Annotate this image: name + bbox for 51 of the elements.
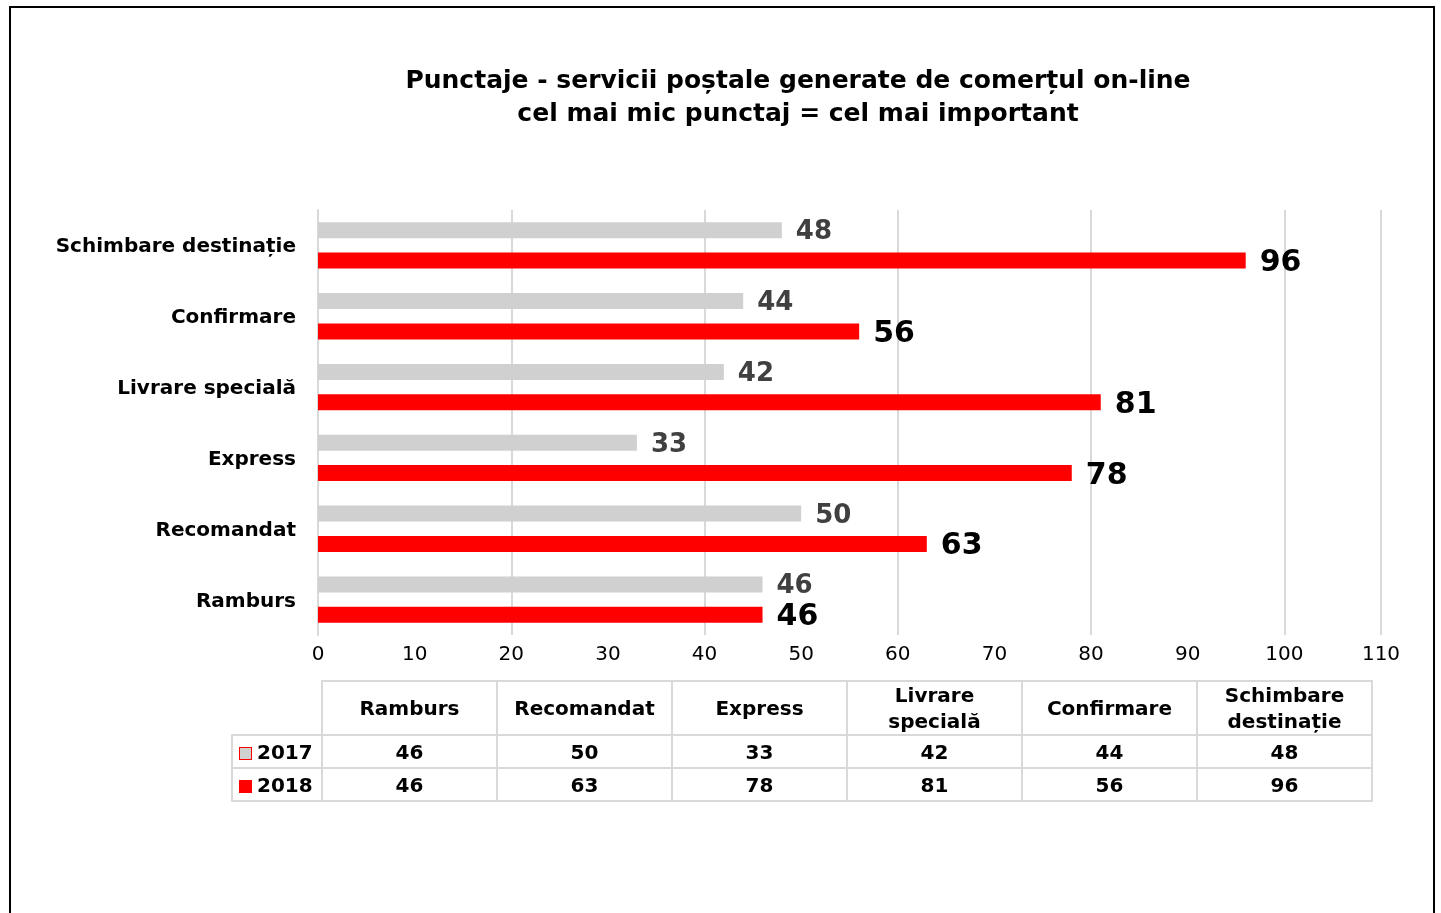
category-label: Livrare specială bbox=[888, 683, 981, 733]
legend-label: 2017 bbox=[232, 735, 322, 768]
text: 33 bbox=[745, 739, 774, 764]
text: 50 bbox=[570, 739, 599, 764]
x-tick-label: 10 bbox=[401, 641, 428, 665]
data-label: 33 bbox=[650, 427, 688, 458]
category-label: Express bbox=[715, 696, 804, 720]
category-label: Schimbare destinație bbox=[1224, 683, 1345, 733]
y-tick-label: Ramburs bbox=[195, 587, 296, 612]
category-label: Ramburs bbox=[359, 696, 460, 720]
y-tick-label: Confirmare bbox=[170, 304, 296, 329]
y-tick-label: Livrare specială bbox=[117, 375, 296, 400]
x-tick-label: 40 bbox=[691, 641, 718, 665]
data-label: 46 bbox=[776, 597, 819, 633]
text: 48 bbox=[1270, 739, 1299, 764]
y-tick-label: Schimbare destinație bbox=[55, 233, 296, 258]
data-label: 81 bbox=[1114, 384, 1157, 420]
data-label: 56 bbox=[873, 313, 915, 349]
text: 46 bbox=[395, 739, 424, 764]
x-tick-label: 110 bbox=[1361, 641, 1401, 665]
legend-label: 2018 bbox=[232, 768, 322, 801]
x-tick-label: 30 bbox=[595, 641, 621, 665]
text: 42 bbox=[920, 739, 949, 764]
x-tick-label: 60 bbox=[885, 641, 911, 665]
data-label: 50 bbox=[815, 498, 852, 529]
category-label: Confirmare bbox=[1046, 696, 1173, 720]
text: 81 bbox=[920, 772, 949, 797]
x-tick-label: 0 bbox=[311, 641, 325, 665]
x-tick-label: 80 bbox=[1078, 641, 1104, 665]
chart-title: Punctaje - servicii poștale generate de comerțul on-line cel mai mic punctaj = cel mai important bbox=[405, 65, 1191, 127]
data-label: 78 bbox=[1085, 455, 1128, 491]
data-label: 42 bbox=[737, 356, 775, 387]
data-label: 46 bbox=[776, 569, 813, 600]
data-label: 63 bbox=[940, 526, 983, 562]
x-tick-label: 90 bbox=[1175, 641, 1201, 665]
data-label: 96 bbox=[1259, 243, 1302, 279]
text: 96 bbox=[1270, 772, 1299, 797]
text: 63 bbox=[570, 772, 599, 797]
x-tick-label: 20 bbox=[498, 641, 524, 665]
y-tick-label: Recomandat bbox=[155, 516, 297, 541]
text: 46 bbox=[395, 772, 424, 797]
data-label: 48 bbox=[795, 215, 833, 246]
text: 56 bbox=[1095, 772, 1124, 797]
x-tick-label: 70 bbox=[981, 641, 1008, 665]
y-tick-label: Express bbox=[207, 445, 296, 470]
data-label: 44 bbox=[757, 286, 794, 317]
x-tick-label: 50 bbox=[788, 641, 814, 665]
category-label: Recomandat bbox=[514, 696, 655, 720]
text: 44 bbox=[1095, 739, 1124, 764]
text: 78 bbox=[745, 772, 774, 797]
x-tick-label: 100 bbox=[1265, 641, 1304, 665]
